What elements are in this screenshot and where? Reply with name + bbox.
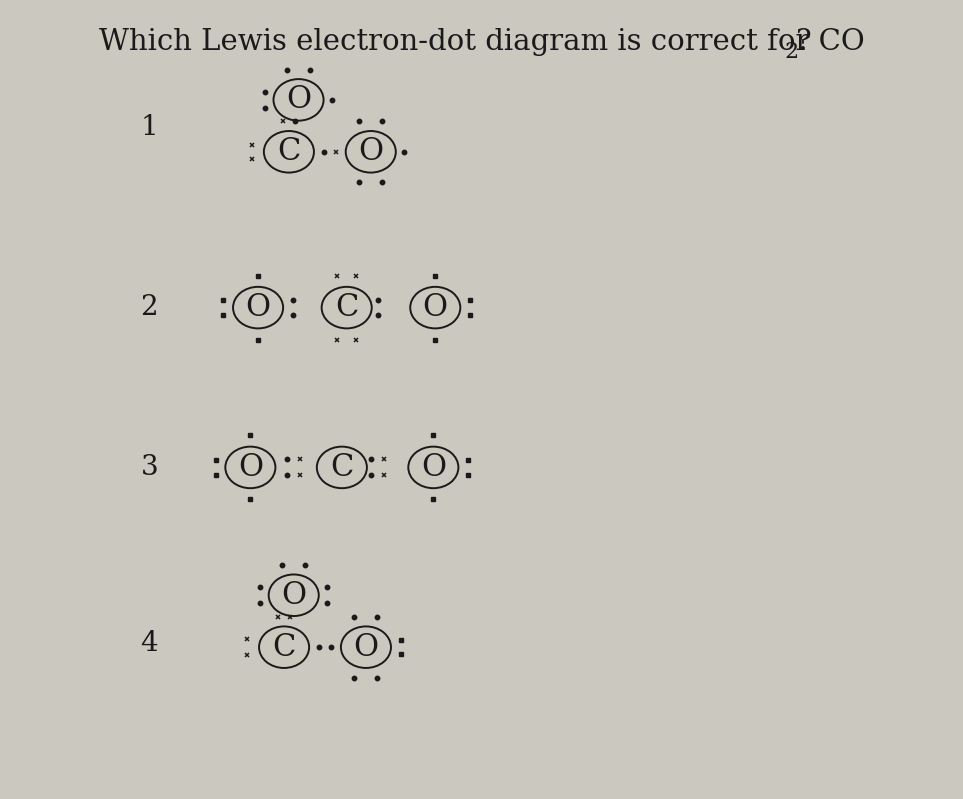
Text: 2: 2 — [785, 41, 799, 63]
Text: O: O — [423, 292, 448, 323]
Text: O: O — [421, 452, 446, 483]
Text: Which Lewis electron-dot diagram is correct for CO: Which Lewis electron-dot diagram is corr… — [98, 28, 865, 56]
Text: C: C — [330, 452, 353, 483]
Text: O: O — [353, 632, 378, 662]
Text: O: O — [246, 292, 271, 323]
Text: O: O — [358, 137, 383, 167]
Text: O: O — [238, 452, 263, 483]
Text: 2: 2 — [141, 294, 158, 321]
Text: C: C — [277, 137, 300, 167]
Text: ?: ? — [796, 28, 812, 56]
Text: O: O — [286, 85, 311, 115]
Text: 1: 1 — [141, 114, 158, 141]
Text: C: C — [273, 632, 296, 662]
Text: 4: 4 — [141, 630, 158, 657]
Text: 3: 3 — [141, 454, 158, 481]
Text: O: O — [281, 580, 306, 610]
Text: C: C — [335, 292, 358, 323]
